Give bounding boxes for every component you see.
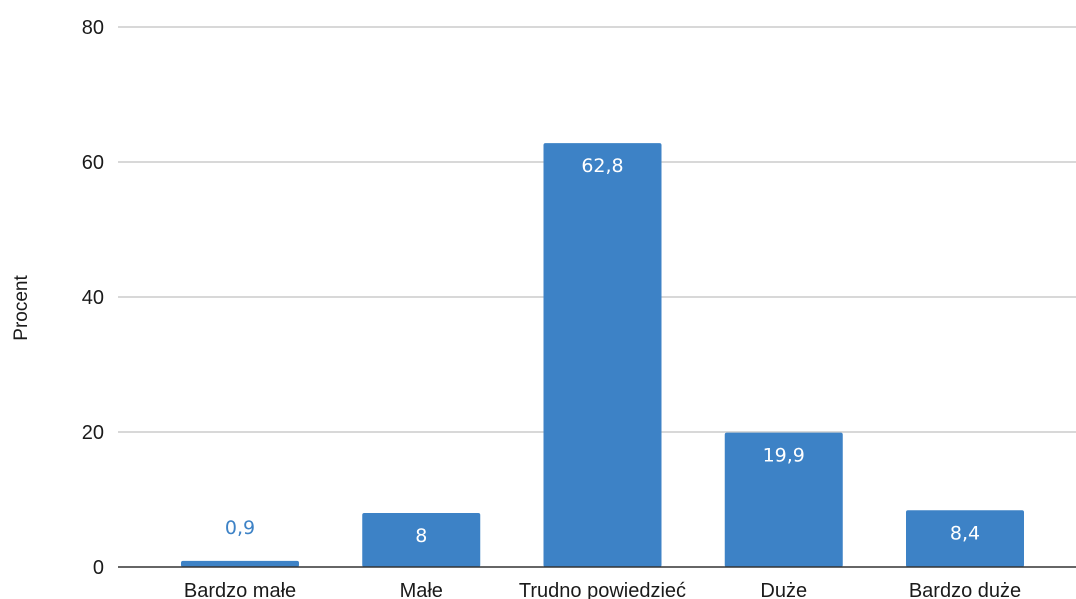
x-category-label: Bardzo duże bbox=[909, 580, 1021, 599]
x-axis-categories: Bardzo małe Małe Trudno powiedzieć Duże Bard… bbox=[184, 580, 1021, 599]
x-category-label: Małe bbox=[400, 580, 443, 599]
y-tick-label: 40 bbox=[82, 287, 104, 309]
y-axis-title: Procent bbox=[11, 275, 32, 341]
bar bbox=[181, 560, 299, 567]
y-axis-ticks: 0 20 40 60 80 bbox=[82, 17, 104, 579]
data-label: 8,4 bbox=[950, 522, 980, 544]
y-tick-label: 0 bbox=[93, 557, 104, 579]
data-label: 19,9 bbox=[763, 445, 805, 467]
data-labels: 0,9 8 62,8 19,9 8,4 bbox=[225, 155, 980, 547]
y-tick-label: 60 bbox=[82, 152, 104, 174]
x-category-label: Bardzo małe bbox=[184, 580, 296, 599]
data-label: 62,8 bbox=[581, 155, 623, 177]
y-tick-label: 80 bbox=[82, 17, 104, 39]
bar bbox=[724, 432, 843, 567]
x-category-label: Duże bbox=[760, 580, 807, 599]
data-label: 8 bbox=[415, 525, 427, 547]
x-category-label: Trudno powiedzieć bbox=[519, 580, 686, 599]
bar bbox=[906, 510, 1024, 567]
bar bbox=[543, 143, 662, 567]
y-tick-label: 20 bbox=[82, 422, 104, 444]
bars bbox=[181, 143, 1024, 567]
data-label: 0,9 bbox=[225, 517, 255, 539]
bar bbox=[362, 513, 481, 567]
